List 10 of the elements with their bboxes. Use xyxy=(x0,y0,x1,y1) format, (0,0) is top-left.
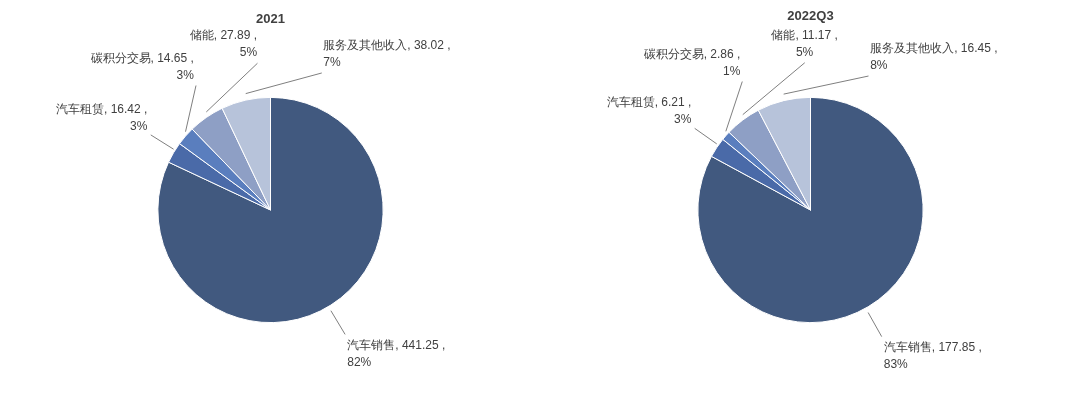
slice-label: 储能, 11.17 , 5% xyxy=(771,27,838,59)
slice-label: 服务及其他收入, 16.45 , 8% xyxy=(870,41,998,73)
slice-label: 汽车销售, 177.85 , 83% xyxy=(883,340,982,372)
slice-label: 汽车销售, 441.25 , 82% xyxy=(347,337,446,369)
chart-title: 2022Q3 xyxy=(787,7,834,23)
slice-label: 汽车租赁, 6.21 , 3% xyxy=(606,95,692,126)
chart-title: 2021 xyxy=(256,10,285,26)
slice-label: 汽车租赁, 16.42 , 3% xyxy=(55,101,148,133)
slice-label: 服务及其他收入, 38.02 , 7% xyxy=(323,38,451,70)
slice-label: 碳积分交易, 2.86 , 1% xyxy=(642,47,741,78)
